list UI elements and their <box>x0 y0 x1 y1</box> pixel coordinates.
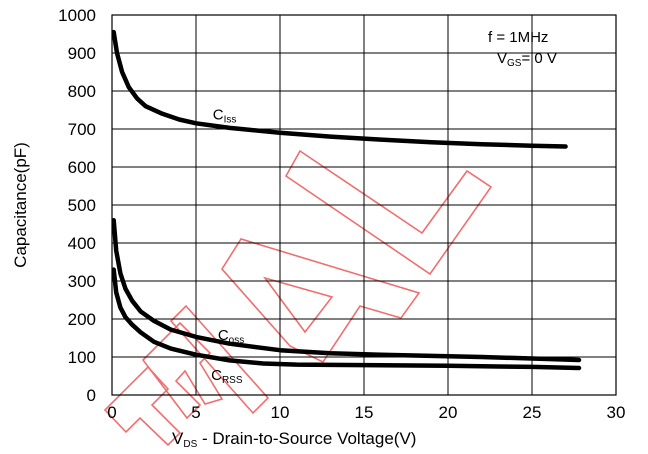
y-tick-label-2: 200 <box>68 310 96 329</box>
y-tick-label-1: 100 <box>68 348 96 367</box>
y-tick-label-7: 700 <box>68 120 96 139</box>
series-line-coss <box>111 217 582 363</box>
x-tick-label-3: 15 <box>355 403 374 422</box>
y-tick-labels: 0 100 200 300 400 500 600 700 800 900 1000 <box>58 6 96 405</box>
y-tick-label-8: 800 <box>68 82 96 101</box>
plot-frame <box>111 14 617 396</box>
trial-watermark <box>103 149 493 447</box>
watermark-letter-r <box>141 321 224 420</box>
series-label-ciss: CIss <box>213 107 237 126</box>
y-tick-label-4: 400 <box>68 234 96 253</box>
x-tick-labels: 0 5 10 15 20 25 30 <box>107 403 625 422</box>
plot-grid <box>111 14 617 396</box>
series-label-coss: Coss <box>218 327 244 346</box>
x-tick-label-4: 20 <box>439 403 458 422</box>
x-tick-label-0: 0 <box>107 403 116 422</box>
y-tick-label-6: 600 <box>68 158 96 177</box>
watermark-letter-l <box>284 149 493 276</box>
y-axis-label: Capacitance(pF) <box>11 142 30 268</box>
condition-vgs-rest: = 0 V <box>521 50 556 67</box>
series-line-ciss <box>111 29 568 149</box>
condition-vgs: VGS= 0 V <box>497 50 557 69</box>
x-axis-label-rest: - Drain-to-Source Voltage(V) <box>197 429 416 448</box>
y-tick-label-5: 500 <box>68 196 96 215</box>
watermark-letter-a <box>221 238 421 364</box>
y-tick-label-0: 0 <box>87 386 96 405</box>
y-tick-label-3: 300 <box>68 272 96 291</box>
x-axis-label-sub: DS <box>183 439 197 450</box>
x-axis-label-prefix: V <box>172 429 184 448</box>
condition-frequency: f = 1MHz <box>488 29 548 46</box>
condition-vgs-prefix: V <box>497 50 507 67</box>
condition-vgs-sub: GS <box>507 58 522 69</box>
series-label-ciss-sub: Iss <box>224 115 237 126</box>
series-layer <box>111 29 582 371</box>
x-axis-label: VDS - Drain-to-Source Voltage(V) <box>172 429 416 450</box>
watermark-letter-i <box>169 304 270 415</box>
x-tick-label-1: 5 <box>191 403 200 422</box>
x-tick-label-5: 25 <box>523 403 542 422</box>
x-tick-label-6: 30 <box>607 403 626 422</box>
series-label-crss: CRSS <box>211 367 243 386</box>
y-tick-label-10: 1000 <box>58 6 96 25</box>
x-tick-label-2: 10 <box>271 403 290 422</box>
series-line-crss <box>111 267 582 371</box>
series-label-crss-main: C <box>211 367 222 384</box>
series-label-ciss-main: C <box>213 107 224 124</box>
series-label-coss-main: C <box>218 327 229 344</box>
y-tick-label-9: 900 <box>68 44 96 63</box>
series-label-crss-sub: RSS <box>222 375 243 386</box>
series-label-coss-sub: oss <box>229 335 245 346</box>
watermark-letter-a-hole <box>262 276 334 334</box>
